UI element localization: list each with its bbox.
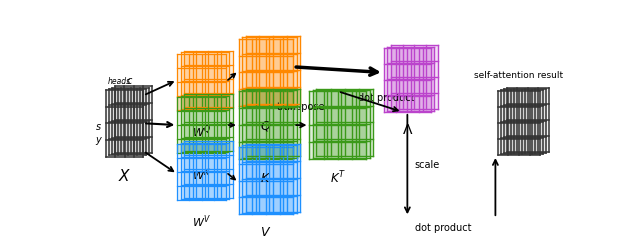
Bar: [184, 141, 233, 198]
Text: c: c: [127, 76, 132, 86]
Text: dot product: dot product: [415, 223, 471, 233]
Text: s: s: [96, 122, 101, 132]
Bar: [184, 94, 233, 151]
Text: scale: scale: [415, 160, 440, 170]
Text: $V$: $V$: [260, 226, 271, 239]
Text: $Q$: $Q$: [260, 120, 271, 133]
Bar: [507, 88, 549, 152]
Bar: [177, 144, 226, 200]
FancyArrowPatch shape: [228, 123, 234, 127]
FancyArrowPatch shape: [146, 82, 173, 94]
FancyArrowPatch shape: [146, 122, 172, 127]
Text: $K^T$: $K^T$: [330, 170, 346, 187]
Bar: [309, 91, 367, 159]
Bar: [242, 145, 297, 213]
Bar: [242, 37, 297, 105]
Bar: [239, 147, 293, 214]
Bar: [177, 97, 226, 153]
Text: $W^Q$: $W^Q$: [192, 123, 211, 140]
Text: $X$: $X$: [118, 168, 131, 184]
FancyArrowPatch shape: [296, 123, 305, 127]
Text: transpose: transpose: [277, 102, 326, 112]
Text: $W^V$: $W^V$: [192, 214, 211, 230]
FancyArrowPatch shape: [145, 152, 173, 171]
FancyArrowPatch shape: [405, 115, 410, 212]
Bar: [115, 86, 152, 153]
Bar: [239, 39, 293, 106]
FancyArrowPatch shape: [296, 67, 377, 75]
Bar: [246, 36, 300, 104]
Bar: [177, 54, 226, 110]
Bar: [239, 91, 293, 159]
Bar: [106, 90, 143, 157]
Bar: [498, 91, 540, 155]
Bar: [501, 90, 543, 154]
Bar: [112, 88, 149, 154]
FancyArrowPatch shape: [493, 160, 498, 215]
Bar: [109, 89, 146, 155]
FancyArrowPatch shape: [228, 74, 236, 80]
Bar: [184, 51, 233, 107]
Text: dot product: dot product: [358, 93, 414, 103]
Bar: [180, 52, 229, 109]
Text: heads: heads: [108, 77, 131, 86]
Text: $K$: $K$: [260, 172, 271, 185]
Bar: [391, 45, 438, 109]
Bar: [387, 47, 435, 111]
Text: self-attention result: self-attention result: [474, 71, 564, 80]
Bar: [246, 89, 300, 156]
Bar: [246, 144, 300, 212]
Text: y: y: [95, 135, 101, 145]
Bar: [316, 89, 373, 156]
Text: $W^K$: $W^K$: [192, 166, 211, 183]
Text: $\Lambda$: $\Lambda$: [402, 123, 413, 137]
Bar: [180, 142, 229, 199]
Bar: [313, 90, 370, 158]
FancyArrowPatch shape: [340, 92, 398, 111]
FancyArrowPatch shape: [228, 174, 235, 180]
Bar: [504, 89, 546, 153]
Bar: [384, 48, 431, 112]
Bar: [180, 96, 229, 152]
Bar: [242, 90, 297, 158]
